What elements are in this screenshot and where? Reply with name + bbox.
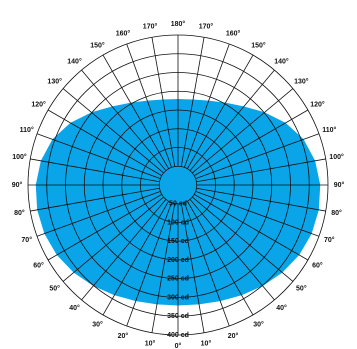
angle-label: 130° <box>294 77 309 85</box>
angle-label: 130° <box>47 77 62 85</box>
radial-grid-line <box>62 88 164 174</box>
angle-label: 20° <box>118 332 129 340</box>
ring-grid-line <box>158 165 198 205</box>
radial-grid-line <box>102 201 169 316</box>
angle-label: 70° <box>21 236 32 244</box>
radial-grid-line <box>62 196 164 282</box>
angle-label: 180° <box>171 20 186 28</box>
radial-grid-line <box>102 54 169 169</box>
angle-label: 60° <box>33 261 44 269</box>
angle-label: 150° <box>90 41 105 49</box>
angle-label: 160° <box>226 30 241 38</box>
angle-label: 40° <box>69 304 80 312</box>
radial-grid-line <box>192 88 294 174</box>
ring-grid-line <box>83 90 273 280</box>
radial-grid-line <box>47 194 162 261</box>
angle-label: 150° <box>251 41 266 49</box>
ring-grid-line <box>121 128 235 242</box>
angle-label: 10° <box>145 339 156 347</box>
radial-grid-line <box>126 43 172 168</box>
angle-label: 90° <box>334 181 345 189</box>
radial-grid-line <box>81 69 167 171</box>
ring-label: 150 cd <box>167 238 189 245</box>
ring-label: 200 cd <box>167 257 189 264</box>
radial-grid-line <box>151 203 176 333</box>
angle-label: 80° <box>14 209 25 217</box>
radial-grid-line <box>195 133 320 179</box>
angle-label: 120° <box>31 100 46 108</box>
ring-grid-line <box>46 53 310 317</box>
ring-label: 300 cd <box>167 294 189 301</box>
angle-label: 140° <box>67 58 82 66</box>
radial-grid-line <box>184 202 230 327</box>
angle-label: 140° <box>274 58 289 66</box>
angle-label: 100° <box>12 153 27 161</box>
ring-grid-line <box>140 147 216 223</box>
radial-grid-line <box>196 158 326 183</box>
radial-grid-line <box>187 54 254 169</box>
angle-label: 20° <box>228 332 239 340</box>
radial-grid-line <box>196 187 326 212</box>
angle-label: 110° <box>20 126 34 134</box>
angle-label: 110° <box>322 126 336 134</box>
angle-label: 100° <box>329 153 344 161</box>
ring-label: 400 cd <box>167 332 189 339</box>
angle-label: 50° <box>49 284 60 292</box>
radial-grid-line <box>47 109 162 176</box>
angle-label: 50° <box>296 284 307 292</box>
angle-label: 170° <box>199 22 214 30</box>
angle-label: 30° <box>253 320 264 328</box>
radial-grid-line <box>36 133 161 179</box>
radial-grid-line <box>30 187 160 212</box>
radial-grid-line <box>194 194 309 261</box>
radial-grid-line <box>184 43 230 168</box>
radial-grid-line <box>192 196 294 282</box>
ring-grid-line <box>102 109 254 261</box>
radial-grid-line <box>195 191 320 237</box>
angle-label: 0° <box>175 342 182 349</box>
ring-grid-line <box>27 34 329 336</box>
radial-grid-line <box>81 199 167 301</box>
angle-label: 120° <box>310 100 325 108</box>
radial-grid-line <box>189 199 275 301</box>
angle-label: 160° <box>116 30 131 38</box>
ring-label: 100 cd <box>167 219 189 226</box>
angle-label: 30° <box>92 320 103 328</box>
radial-grid-line <box>30 158 160 183</box>
angle-label: 80° <box>331 209 342 217</box>
radial-grid-line <box>189 69 275 171</box>
radial-grid-line <box>126 202 172 327</box>
angle-label: 170° <box>143 22 158 30</box>
angle-label: 90° <box>12 181 23 189</box>
angle-label: 60° <box>312 261 323 269</box>
ring-label: 250 cd <box>167 276 189 283</box>
radial-grid-line <box>187 201 254 316</box>
angle-label: 70° <box>324 236 335 244</box>
angle-label: 10° <box>201 339 212 347</box>
radial-grid-line <box>180 37 205 167</box>
ring-label: 350 cd <box>167 313 189 320</box>
radial-grid-line <box>180 203 205 333</box>
radial-grid-line <box>151 37 176 167</box>
radial-grid-line <box>36 191 161 237</box>
radial-grid-line <box>194 109 309 176</box>
angle-label: 40° <box>276 304 287 312</box>
ring-label: 50 cd <box>169 201 187 208</box>
ring-grid-line <box>65 72 291 298</box>
